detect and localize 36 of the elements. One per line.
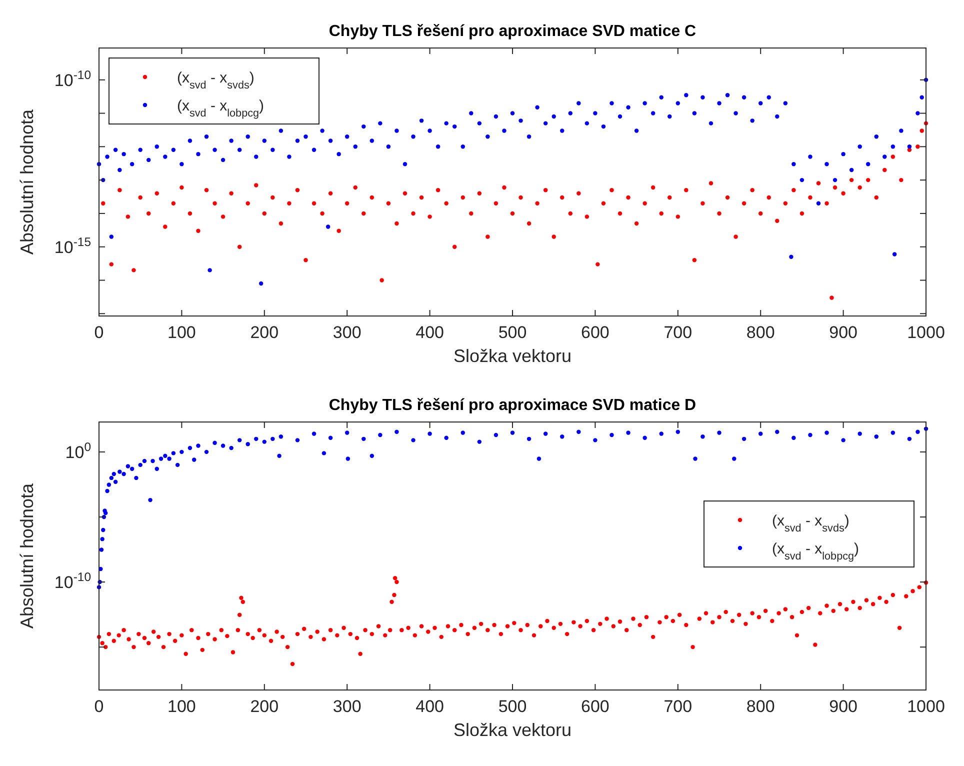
x-tick-label: 300 xyxy=(332,323,362,342)
legend-label: (x$_{svd}$ - x$_{svds}$) xyxy=(177,69,254,92)
chart-title: Chyby TLS řešení pro aproximace SVD matice C xyxy=(328,23,697,40)
x-tick-label: 700 xyxy=(664,323,692,342)
x-tick-label: 300 xyxy=(332,697,362,716)
x-tick-label: 0 xyxy=(94,697,104,716)
x-tick-label: 600 xyxy=(581,323,610,342)
x-tick-label: 600 xyxy=(581,697,610,716)
x-tick-label: 800 xyxy=(746,323,775,342)
x-tick-label: 800 xyxy=(746,697,775,716)
y-tick-label: 10$^{0}$ xyxy=(65,440,92,462)
y-tick-label: 10$^{-15}$ xyxy=(54,234,92,257)
chart-title: Chyby TLS řešení pro aproximace SVD matice D xyxy=(328,397,696,414)
x-tick-label: 500 xyxy=(498,323,527,342)
x-tick-label: 900 xyxy=(829,323,858,342)
x-tick-label: 0 xyxy=(94,323,104,342)
x-axis-title: Složka vektoru xyxy=(453,346,572,366)
x-tick-label: 500 xyxy=(498,697,527,716)
x-tick-label: 1000 xyxy=(907,323,945,342)
x-tick-label: 200 xyxy=(250,697,279,716)
x-tick-label: 400 xyxy=(416,323,444,342)
x-axis-title: Složka vektoru xyxy=(453,720,572,740)
x-tick-label: 100 xyxy=(168,323,196,342)
y-axis-title: Absolutní hodnota xyxy=(17,108,37,255)
x-tick-label: 100 xyxy=(168,697,196,716)
legend-label: (x$_{svd}$ - x$_{svds}$) xyxy=(772,512,850,534)
x-tick-label: 200 xyxy=(250,323,279,342)
legend-label: (x$_{svd}$ - x$_{lobpcg}$) xyxy=(772,540,859,562)
x-tick-label: 400 xyxy=(416,697,444,716)
x-tick-label: 1000 xyxy=(907,697,945,716)
x-tick-label: 900 xyxy=(829,697,858,716)
legend-label: (x$_{svd}$ - x$_{lobpcg}$) xyxy=(177,97,264,120)
x-tick-label: 700 xyxy=(664,697,692,716)
y-tick-label: 10$^{-10}$ xyxy=(54,68,92,90)
y-axis-title: Absolutní hodnota xyxy=(17,482,37,629)
y-tick-label: 10$^{-10}$ xyxy=(54,570,92,592)
